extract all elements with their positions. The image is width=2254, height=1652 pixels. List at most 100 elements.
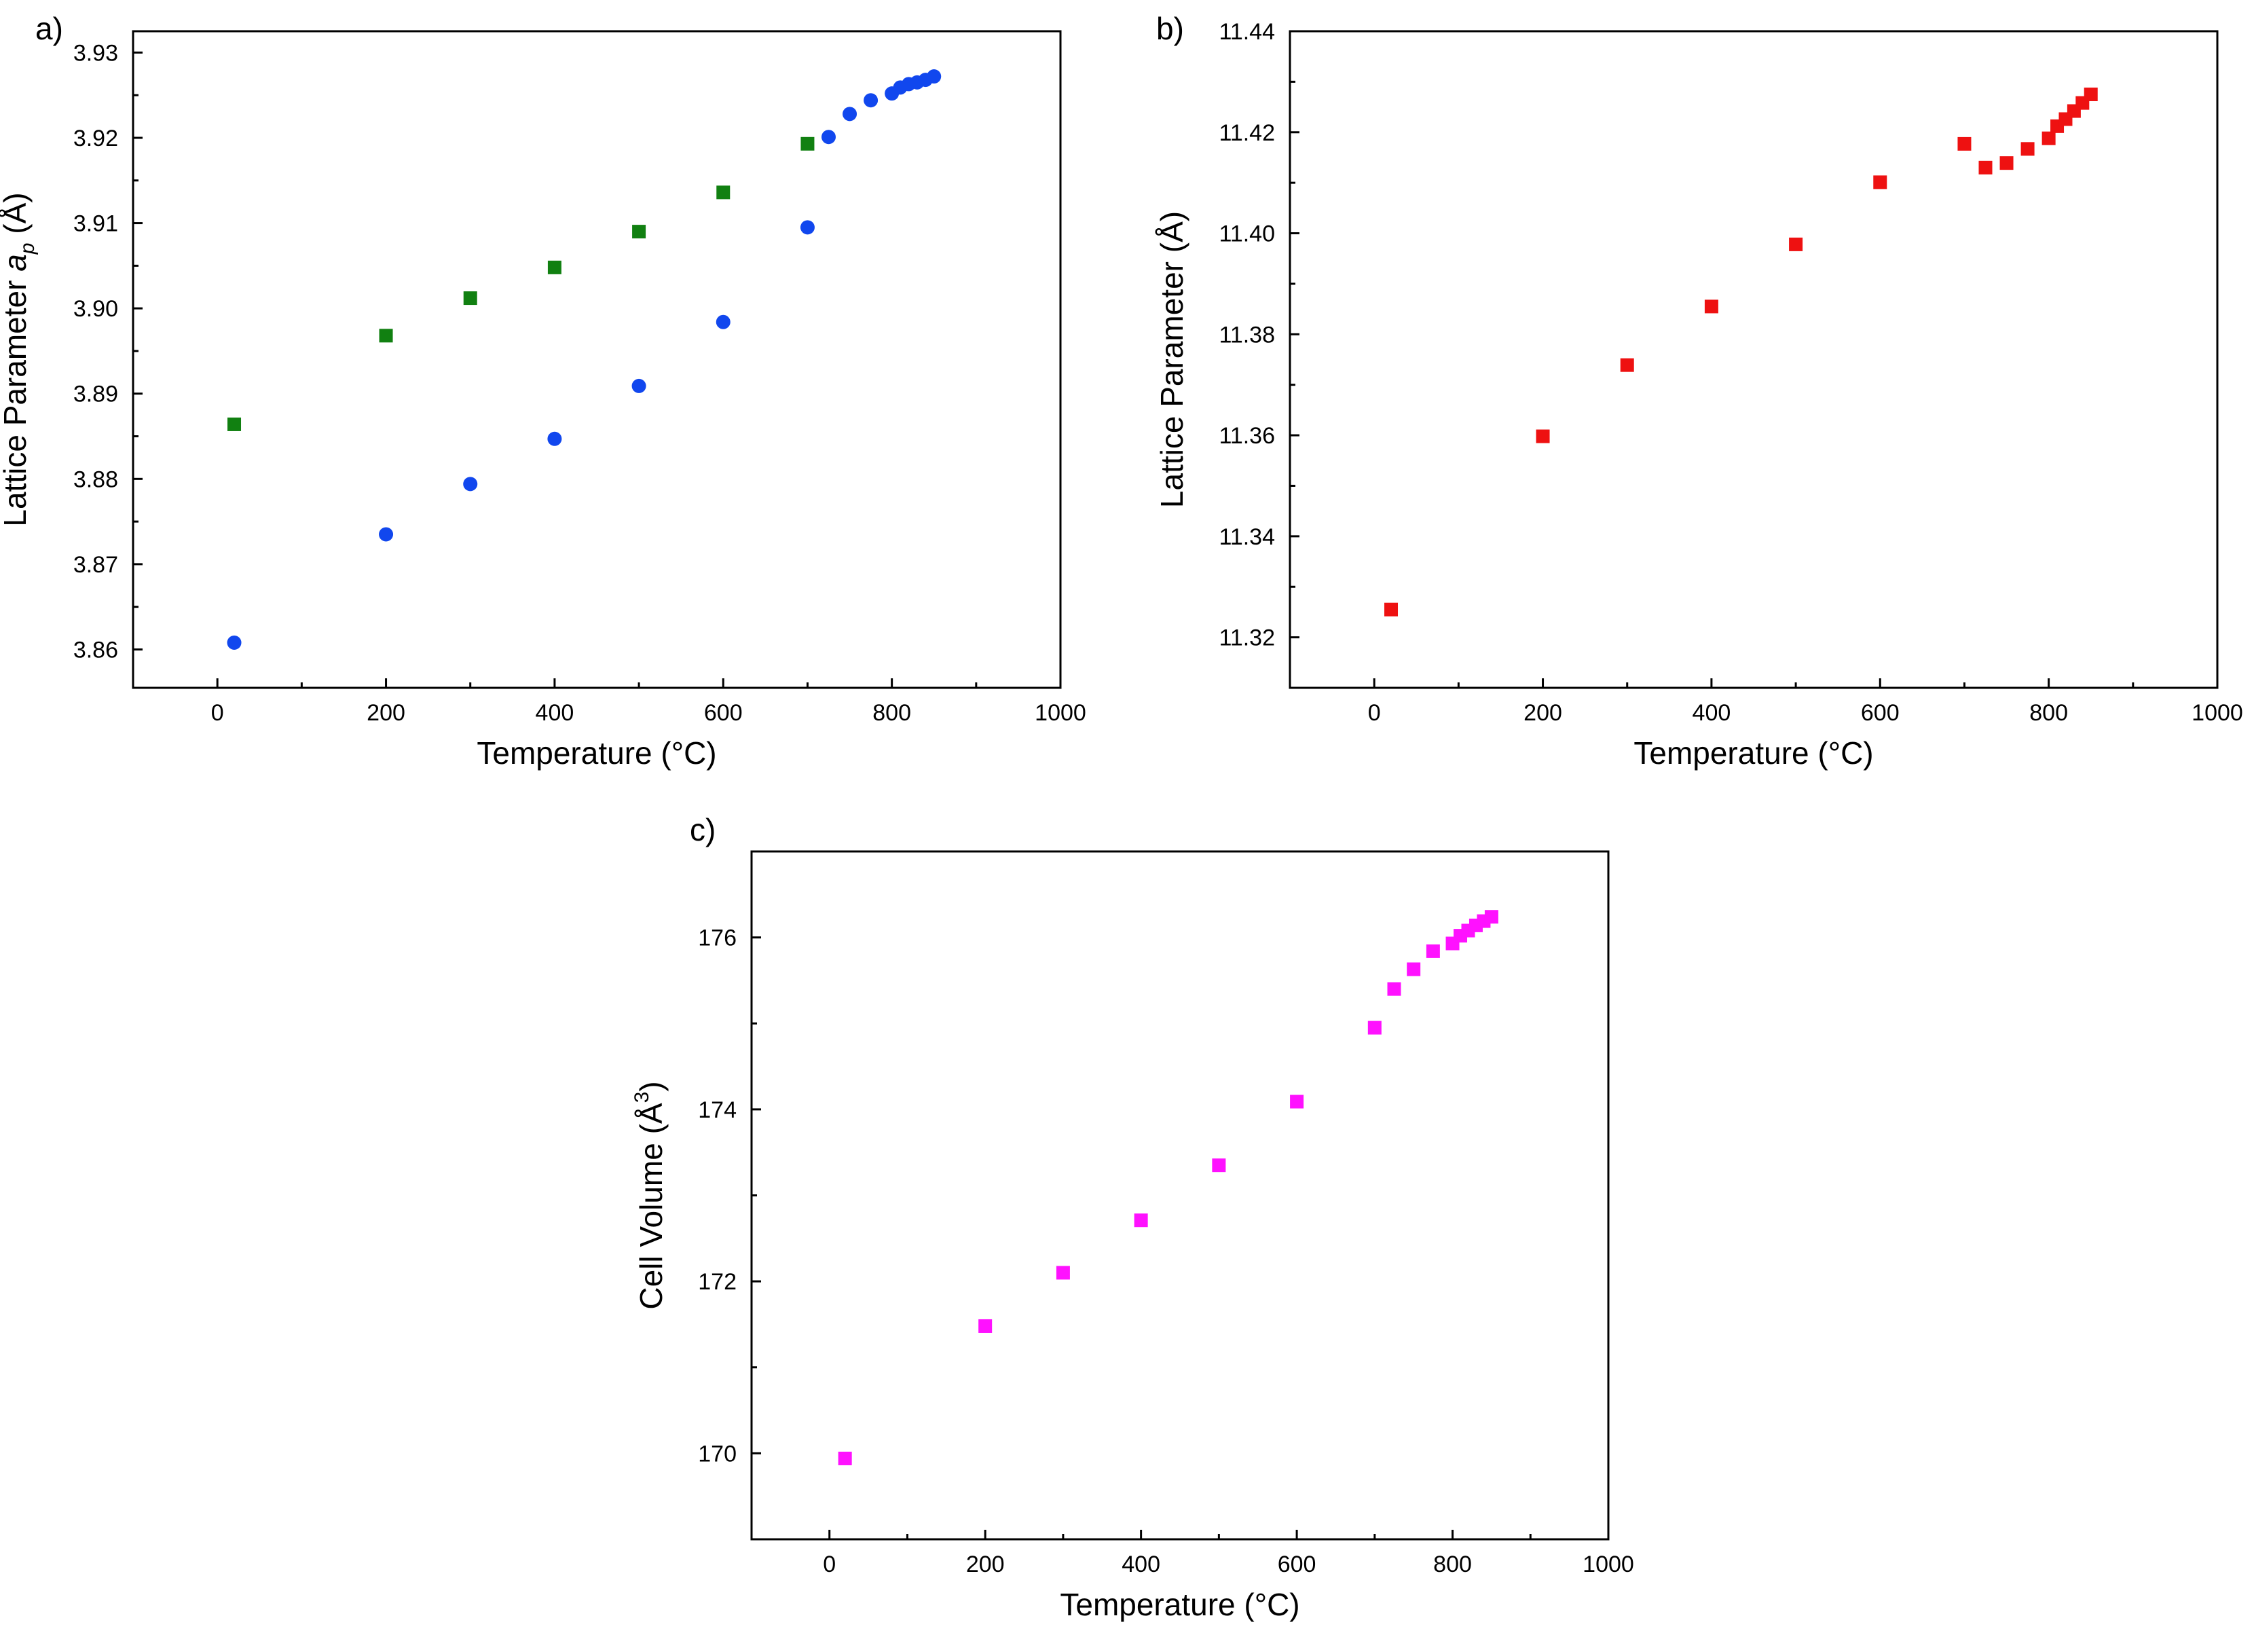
data-point <box>716 314 731 329</box>
x-tick-label: 200 <box>367 700 405 726</box>
y-tick-label: 11.32 <box>1219 625 1275 651</box>
data-point <box>978 1319 993 1333</box>
y-axis-title-suffix: (Å) <box>0 192 33 242</box>
y-axis-title: Lattice Parameter (Å) <box>1154 211 1189 508</box>
panel-label: c) <box>690 812 716 847</box>
x-axis-title: Temperature (°C) <box>477 735 716 771</box>
x-tick-label: 0 <box>211 700 224 726</box>
data-point <box>1978 160 1993 175</box>
data-point <box>463 477 478 492</box>
y-tick-label: 3.93 <box>73 40 118 66</box>
x-axis-title: Temperature (°C) <box>1633 735 1873 771</box>
y-axis-title-suffix: ) <box>633 1081 669 1091</box>
y-tick-label: 3.89 <box>73 382 118 407</box>
y-axis-title-text: Lattice Parameter (Å) <box>1154 211 1189 508</box>
data-point <box>1387 982 1401 996</box>
data-point <box>227 417 242 431</box>
x-tick-label: 200 <box>966 1552 1005 1577</box>
panel-label: b) <box>1156 11 1184 46</box>
data-point <box>632 225 646 239</box>
y-axis-title-text: Cell Volume (Å <box>633 1103 669 1310</box>
data-point <box>1367 1021 1382 1035</box>
data-point <box>631 378 646 393</box>
data-point <box>1134 1213 1148 1228</box>
data-point <box>821 130 836 145</box>
y-axis-title: Lattice Parameter ap (Å) <box>0 192 39 526</box>
x-tick-label: 0 <box>1368 700 1381 726</box>
y-axis-title-superscript: 3 <box>631 1092 653 1103</box>
y-tick-label: 11.34 <box>1219 524 1275 550</box>
data-point <box>1384 602 1399 617</box>
x-tick-label: 800 <box>1433 1552 1472 1577</box>
x-tick-label: 800 <box>872 700 911 726</box>
panel-c: c) 0 200 400 600 800 1000 170 172 174 176 Temperatu… <box>631 812 1634 1622</box>
y-tick-label: 170 <box>698 1441 737 1467</box>
x-tick-label: 400 <box>1693 700 1731 726</box>
data-point <box>1704 299 1718 314</box>
data-point <box>1056 1266 1070 1280</box>
y-tick-label: 11.42 <box>1219 120 1275 146</box>
y-tick-label: 174 <box>698 1097 737 1123</box>
x-tick-label: 0 <box>823 1552 836 1577</box>
y-tick-label: 3.86 <box>73 637 118 663</box>
x-tick-label: 1000 <box>2192 700 2243 726</box>
plot-frame <box>132 30 1062 689</box>
y-axis-title-subscript: p <box>16 242 39 255</box>
x-tick-label: 1000 <box>1035 700 1086 726</box>
data-point <box>379 527 394 542</box>
data-point <box>1484 910 1498 924</box>
data-point <box>800 136 815 151</box>
y-tick-label: 176 <box>698 925 737 951</box>
x-axis-title: Temperature (°C) <box>1060 1587 1299 1622</box>
data-point <box>547 431 562 446</box>
data-point <box>1426 944 1440 958</box>
y-tick-label: 3.92 <box>73 126 118 151</box>
data-point <box>2020 142 2035 156</box>
data-point <box>1212 1158 1226 1173</box>
plot-frame <box>1289 30 2219 689</box>
panel-label: a) <box>35 11 63 46</box>
y-axis-title-variable: a <box>0 254 33 272</box>
data-point <box>1536 429 1550 443</box>
data-point <box>1290 1095 1304 1109</box>
data-point <box>227 635 242 650</box>
y-tick-label: 11.38 <box>1219 322 1275 348</box>
y-tick-label: 3.90 <box>73 296 118 322</box>
data-point <box>1957 136 1972 151</box>
data-point <box>1407 962 1421 976</box>
data-point <box>716 185 731 200</box>
y-tick-label: 172 <box>698 1269 737 1295</box>
x-tick-label: 600 <box>1278 1552 1316 1577</box>
y-tick-label: 11.36 <box>1219 423 1275 449</box>
data-point <box>1620 358 1634 372</box>
y-tick-label: 3.87 <box>73 552 118 578</box>
y-axis-title-text: Lattice Parameter <box>0 272 33 527</box>
data-point <box>2041 131 2056 145</box>
y-tick-label: 3.88 <box>73 466 118 492</box>
y-tick-label: 11.44 <box>1219 19 1275 45</box>
data-point <box>800 220 815 235</box>
y-tick-label: 11.40 <box>1219 221 1275 247</box>
x-tick-label: 600 <box>1861 700 1900 726</box>
x-tick-label: 800 <box>2029 700 2068 726</box>
x-tick-label: 1000 <box>1583 1552 1634 1577</box>
y-tick-label: 3.91 <box>73 211 118 237</box>
data-point <box>547 260 561 274</box>
panel-a: a) 0 200 400 600 800 1000 3.86 3.87 3.88 3.89 3.90 3… <box>0 11 1086 771</box>
data-point <box>1999 156 2014 170</box>
y-axis-title: Cell Volume (Å3) <box>631 1081 669 1309</box>
data-point <box>1873 175 1887 189</box>
x-tick-label: 600 <box>704 700 743 726</box>
data-point <box>838 1451 852 1465</box>
data-point <box>1789 237 1803 251</box>
data-point <box>463 291 477 306</box>
x-tick-label: 400 <box>536 700 574 726</box>
data-point <box>843 107 857 122</box>
data-point <box>2084 87 2098 101</box>
plot-frame <box>750 850 1610 1541</box>
x-tick-label: 200 <box>1523 700 1562 726</box>
data-point <box>379 329 393 343</box>
x-tick-label: 400 <box>1122 1552 1160 1577</box>
data-point <box>864 93 879 108</box>
